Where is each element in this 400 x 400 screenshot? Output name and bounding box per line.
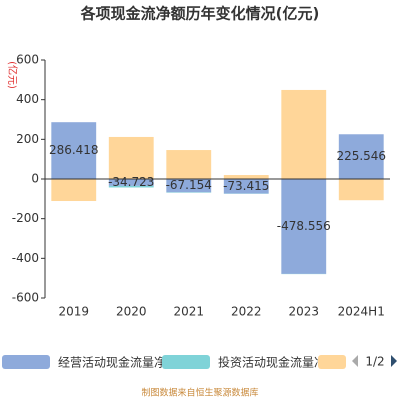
bar: [51, 122, 97, 179]
legend-page: 1/2: [365, 355, 384, 369]
data-label: -34.723: [108, 175, 154, 189]
data-label: -73.415: [223, 179, 269, 193]
y-tick-label: 600: [16, 53, 39, 67]
y-tick-label: -400: [12, 251, 39, 265]
bar: [281, 179, 327, 274]
bar: [51, 179, 97, 202]
bar: [166, 179, 212, 193]
data-label: 286.418: [49, 143, 99, 157]
x-tick-label: 2023: [288, 305, 319, 319]
y-tick-label: 0: [31, 172, 39, 186]
chart-title: 各项现金流净额历年变化情况(亿元): [80, 5, 320, 23]
bar: [338, 179, 384, 201]
y-axis-label: (亿元): [6, 61, 19, 89]
y-tick-label: 400: [16, 92, 39, 106]
legend-prev[interactable]: [352, 355, 358, 367]
legend-label: 经营活动现金流量净额: [58, 355, 178, 370]
legend-swatch[interactable]: [318, 355, 346, 369]
data-label: 225.546: [336, 149, 386, 163]
legend-label: 投资活动现金流量净额: [218, 355, 338, 370]
x-tick-label: 2020: [116, 305, 147, 319]
data-label: -67.154: [166, 178, 212, 192]
x-tick-label: 2019: [58, 305, 89, 319]
data-label: -478.556: [277, 219, 331, 233]
bar: [108, 136, 154, 179]
legend-swatch[interactable]: [2, 355, 50, 369]
y-tick-label: -600: [12, 291, 39, 305]
bar: [108, 179, 154, 186]
x-tick-label: 2022: [231, 305, 262, 319]
bar: [108, 185, 154, 188]
bar: [166, 150, 212, 179]
legend-next[interactable]: [391, 355, 397, 367]
x-tick-label: 2021: [173, 305, 204, 319]
bar: [338, 134, 384, 179]
y-tick-label: -200: [12, 211, 39, 225]
x-tick-label: 2024H1: [338, 305, 385, 319]
bar: [223, 179, 269, 194]
source-note: 制图数据来自恒生聚源数据库: [141, 387, 258, 399]
bar: [281, 89, 327, 179]
bar: [223, 175, 269, 179]
y-tick-label: 200: [16, 132, 39, 146]
legend-swatch[interactable]: [162, 355, 210, 369]
